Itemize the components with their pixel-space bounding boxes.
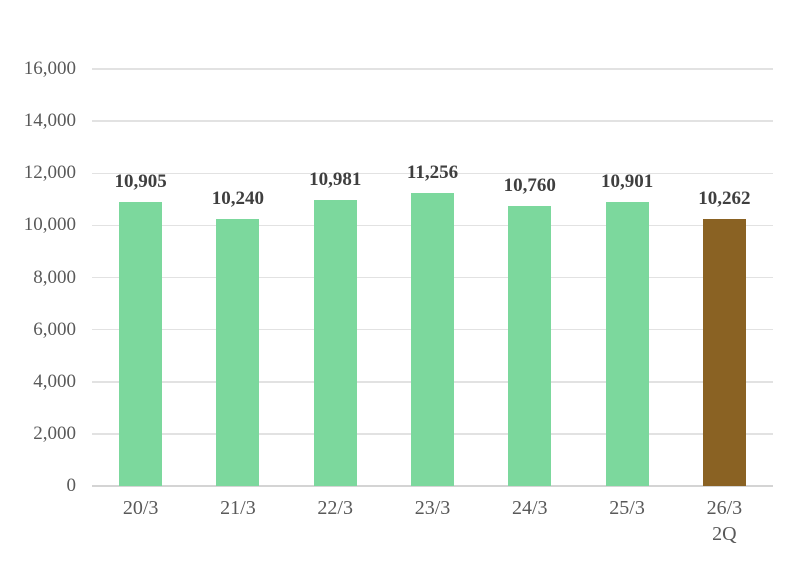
bar-value-label: 10,981 <box>309 168 362 190</box>
x-axis-label: 20/3 <box>122 497 159 519</box>
bar-value-label: 10,262 <box>698 187 751 209</box>
y-axis-label: 8,000 <box>33 266 76 288</box>
y-axis-label: 14,000 <box>23 110 76 132</box>
y-axis-label: 4,000 <box>33 370 76 392</box>
bar-value-label: 10,905 <box>114 170 167 192</box>
x-axis-line <box>92 485 773 487</box>
y-axis-label: 16,000 <box>23 58 76 79</box>
bar-value-label: 10,760 <box>503 174 556 196</box>
y-axis-label: 6,000 <box>33 318 76 340</box>
bar-value-label: 11,256 <box>406 161 459 183</box>
x-axis-label: 26/3 2Q <box>706 497 743 545</box>
bar-21-3 <box>216 219 260 486</box>
y-axis-label: 0 <box>66 475 77 496</box>
gridline <box>92 68 773 70</box>
x-axis-label: 21/3 <box>220 497 256 519</box>
x-axis-label: 25/3 <box>609 497 645 519</box>
bar-20-3 <box>119 201 163 486</box>
gridline <box>92 172 773 174</box>
gridline <box>92 120 773 122</box>
y-axis-label: 10,000 <box>23 214 76 236</box>
x-axis-label: 22/3 <box>317 497 353 519</box>
bar-value-label: 10,901 <box>600 170 654 192</box>
bar-25-3 <box>605 201 649 486</box>
bar-value-label: 10,240 <box>211 188 265 210</box>
bar-24-3 <box>508 205 552 486</box>
bar-22-3 <box>313 199 357 486</box>
y-axis-label: 12,000 <box>23 162 76 184</box>
bar-26-3 <box>702 218 746 486</box>
x-axis-label: 24/3 <box>512 497 548 519</box>
x-axis-label: 23/3 <box>414 497 451 519</box>
y-axis-label: 2,000 <box>33 422 76 444</box>
bar-23-3 <box>411 192 454 486</box>
